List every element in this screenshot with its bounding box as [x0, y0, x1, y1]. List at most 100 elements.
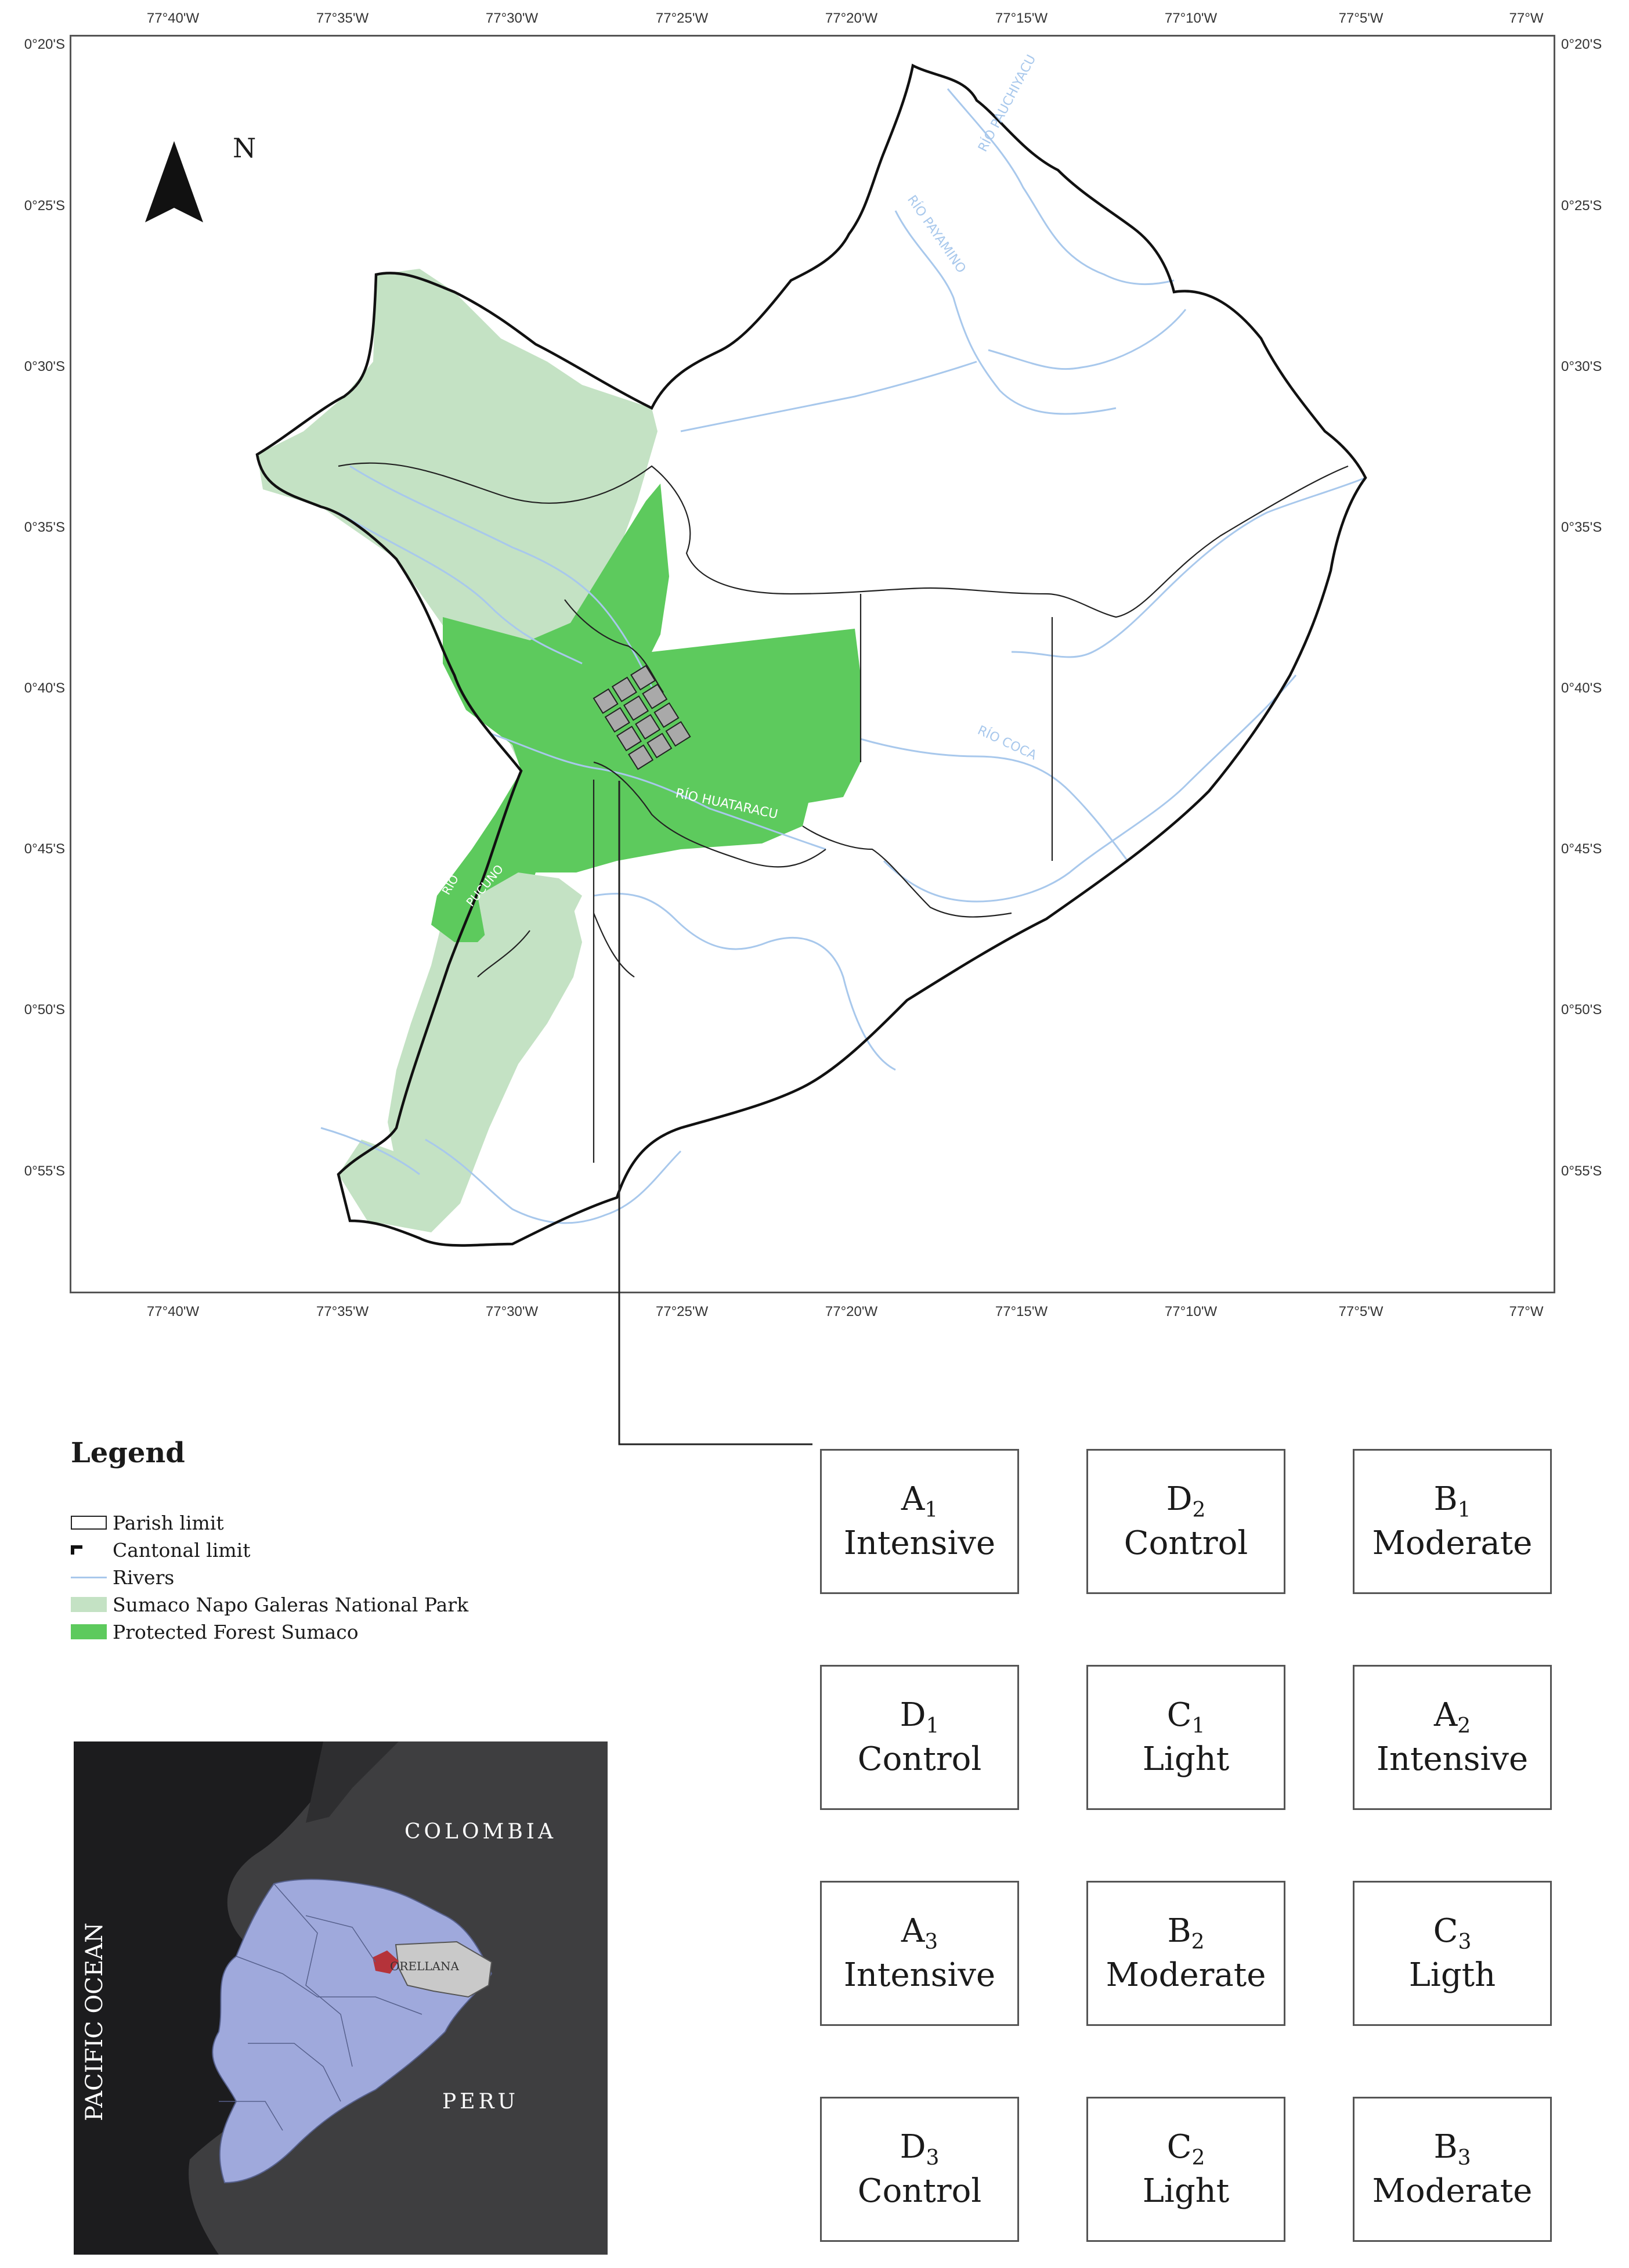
plot-code: A2 [1434, 1695, 1471, 1739]
legend-label: Parish limit [113, 1511, 224, 1534]
plot-code: B3 [1433, 2127, 1471, 2171]
river-network [320, 88, 1366, 1224]
plot-box: C1 Light [1086, 1665, 1285, 1810]
plot-letter: A [1433, 1696, 1458, 1734]
plot-treatment: Control [857, 1740, 982, 1779]
legend-item-parish: Parish limit [71, 1511, 224, 1534]
plot-letter: D [900, 1696, 926, 1734]
legend-item-rivers: Rivers [71, 1566, 174, 1589]
legend-item-protected-forest: Protected Forest Sumaco [71, 1620, 359, 1643]
lat-tick-label: 0°30'S [24, 359, 65, 374]
plot-treatment: Moderate [1372, 2172, 1533, 2211]
plot-box: C2 Light [1086, 2097, 1285, 2242]
lat-tick-label: 0°30'S [1561, 359, 1602, 374]
plot-box: D1 Control [820, 1665, 1019, 1810]
plot-box: B3 Moderate [1353, 2097, 1552, 2242]
plot-cell [630, 665, 656, 691]
lat-tick-label: 0°35'S [24, 520, 65, 535]
national-park-south [478, 872, 582, 965]
cantonal-limit [255, 63, 1367, 1247]
study-plot-grid [593, 665, 691, 770]
plot-code: D1 [900, 1695, 940, 1739]
plot-box: B1 Moderate [1353, 1449, 1552, 1594]
lon-tick-label: 77°5'W [1338, 1304, 1384, 1319]
legend-item-national-park: Sumaco Napo Galeras National Park [71, 1593, 469, 1616]
legend-label: Sumaco Napo Galeras National Park [113, 1593, 469, 1616]
plot-code: B1 [1433, 1479, 1471, 1523]
lat-tick-label: 0°55'S [1561, 1163, 1602, 1179]
plot-treatment: Intensive [1376, 1740, 1529, 1779]
north-arrow-icon [145, 141, 203, 222]
plot-cell [628, 744, 654, 770]
plot-cell [665, 721, 691, 747]
plot-treatment: Moderate [1106, 1956, 1266, 1995]
plot-letter: B [1167, 1912, 1191, 1950]
lat-tick-label: 0°45'S [1561, 841, 1602, 857]
lon-tick-label: 77°10'W [1164, 10, 1218, 26]
plot-box: A1 Intensive [820, 1449, 1019, 1594]
plot-number: 1 [1191, 1714, 1205, 1739]
plot-number: 3 [1457, 2146, 1471, 2170]
lon-tick-label: 77°35'W [316, 10, 369, 26]
plot-number: 3 [1458, 1930, 1472, 1955]
province-borders [219, 1883, 422, 2131]
legend-title: Legend [71, 1437, 185, 1469]
plot-box: D3 Control [820, 2097, 1019, 2242]
national-park-swatch [71, 1597, 107, 1612]
study-location-marker [373, 1950, 399, 1974]
lat-tick-label: 0°55'S [24, 1163, 65, 1179]
lon-tick-label: 77°30'W [485, 1304, 539, 1319]
plot-cell [611, 676, 637, 702]
map-frame: RÍO PAUCHIYACU RÍO PAYAMINO RÍO HUATARAC… [70, 35, 1555, 1293]
lat-tick-label: 0°35'S [1561, 520, 1602, 535]
plot-letter: D [900, 2128, 926, 2166]
river-swatch [71, 1576, 107, 1578]
plot-cell [623, 695, 649, 721]
plot-treatment: Control [1124, 1524, 1248, 1563]
plot-number: 2 [1192, 1498, 1206, 1523]
plot-code: D3 [900, 2127, 940, 2171]
colombia-label: COLOMBIA [404, 1820, 557, 1844]
lat-tick-label: 0°20'S [24, 37, 65, 52]
plot-letter: C [1166, 1696, 1192, 1734]
plot-letter: D [1166, 1480, 1193, 1518]
plot-code: A1 [901, 1479, 938, 1523]
lon-tick-label: 77°20'W [825, 10, 878, 26]
plot-code: D2 [1166, 1479, 1206, 1523]
lon-tick-label: 77°15'W [995, 1304, 1048, 1319]
plot-cell [593, 688, 619, 714]
plot-treatment: Control [857, 2172, 982, 2211]
lon-tick-label: 77°20'W [825, 1304, 878, 1319]
orellana-province [395, 1941, 493, 1998]
plot-letter: A [901, 1480, 925, 1518]
lon-tick-label: 77°15'W [995, 10, 1048, 26]
plot-treatment: Light [1142, 1740, 1230, 1779]
plot-number: 3 [926, 2146, 940, 2170]
pacific-ocean-label: PACIFIC OCEAN [81, 1923, 108, 2121]
plot-treatment: Ligth [1408, 1956, 1496, 1995]
lat-tick-label: 0°25'S [1561, 198, 1602, 214]
legend-item-cantonal: Cantonal limit [71, 1539, 251, 1562]
plot-cell [653, 702, 680, 728]
lon-tick-label: 77°5'W [1338, 10, 1384, 26]
plot-number: 1 [1457, 1498, 1471, 1523]
lat-tick-label: 0°50'S [1561, 1002, 1602, 1018]
lon-tick-label: 77°35'W [316, 1304, 369, 1319]
plot-letter: C [1433, 1912, 1458, 1950]
plot-code: B2 [1167, 1911, 1204, 1955]
lon-tick-label: 77°W [1509, 1304, 1544, 1319]
protected-forest-swatch [71, 1624, 107, 1639]
plot-box: B2 Moderate [1086, 1881, 1285, 2026]
lon-tick-label: 77°10'W [1164, 1304, 1218, 1319]
plot-treatment: Intensive [843, 1956, 996, 1995]
plot-box: A2 Intensive [1353, 1665, 1552, 1810]
lat-tick-label: 0°50'S [24, 1002, 65, 1018]
cantonal-limit-swatch [71, 1545, 82, 1555]
lat-tick-label: 0°20'S [1561, 37, 1602, 52]
plot-cell [635, 714, 661, 740]
plot-letter: B [1433, 1480, 1458, 1518]
north-label: N [233, 132, 257, 164]
legend-label: Protected Forest Sumaco [113, 1620, 359, 1643]
plot-number: 1 [926, 1714, 940, 1739]
